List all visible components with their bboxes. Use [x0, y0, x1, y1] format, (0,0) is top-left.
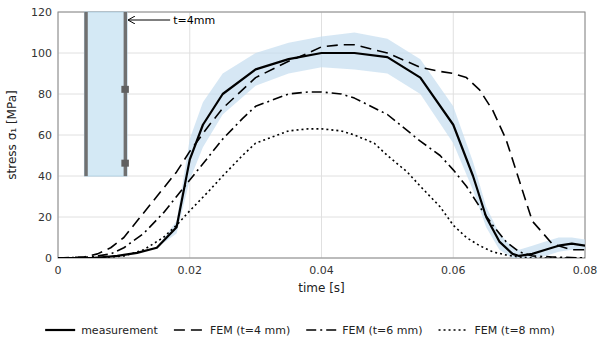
y-tick-label: 100	[31, 47, 52, 60]
legend: measurement FEM (t=4 mm) FEM (t=6 mm) FEM (…	[45, 324, 555, 337]
data	[58, 33, 585, 259]
legend-label: FEM (t=6 mm)	[342, 324, 422, 337]
grid-line-y	[58, 135, 585, 136]
vig-pane	[124, 12, 127, 176]
legend-swatch	[174, 329, 204, 331]
x-tick-label: 0.02	[178, 264, 203, 277]
grid-line-y	[58, 217, 585, 218]
legend-swatch	[45, 329, 75, 331]
measurement-band	[58, 33, 585, 259]
y-tick-label: 60	[38, 129, 52, 142]
y-tick-label: 40	[38, 170, 52, 183]
legend-swatch	[439, 329, 469, 331]
grid	[58, 12, 585, 258]
legend-item: FEM (t=8 mm)	[439, 324, 555, 337]
grid-line-y	[58, 94, 585, 95]
series-line	[58, 53, 585, 258]
axes: 0 0.02 0.04 0.06 0.08 0 20 40 60 80 100 120 time [s]…	[5, 6, 597, 295]
y-tick-label: 80	[38, 88, 52, 101]
chart: 0 0.02 0.04 0.06 0.08 0 20 40 60 80 100 120 time [s]…	[0, 0, 600, 352]
series-line	[58, 45, 585, 258]
legend-label: FEM (t=8 mm)	[475, 324, 555, 337]
vig-pane	[84, 12, 87, 176]
y-tick-label: 0	[45, 252, 52, 265]
legend-label: measurement	[81, 324, 158, 337]
legend-swatch	[306, 329, 336, 331]
annotation: t=4mm	[173, 14, 215, 27]
vig-interior	[84, 12, 127, 176]
y-tick-label: 120	[31, 6, 52, 19]
legend-item: measurement	[45, 324, 158, 337]
x-tick-label: 0.06	[441, 264, 466, 277]
annotation-arrow	[128, 20, 170, 21]
y-tick-label: 20	[38, 211, 52, 224]
legend-item: FEM (t=6 mm)	[306, 324, 422, 337]
x-tick-label: 0.04	[309, 264, 334, 277]
x-axis-label: time [s]	[298, 281, 345, 295]
series-line	[58, 92, 585, 258]
x-tick-label: 0	[55, 264, 62, 277]
vig-schematic	[84, 12, 129, 176]
vig-sensor	[121, 86, 129, 93]
vig-sensor	[121, 160, 129, 167]
grid-line-y	[58, 176, 585, 177]
legend-label: FEM (t=4 mm)	[210, 324, 290, 337]
y-axis-label: stress σ₁ [MPa]	[5, 90, 19, 179]
x-tick-label: 0.08	[573, 264, 598, 277]
plot-frame	[58, 12, 585, 258]
legend-item: FEM (t=4 mm)	[174, 324, 290, 337]
